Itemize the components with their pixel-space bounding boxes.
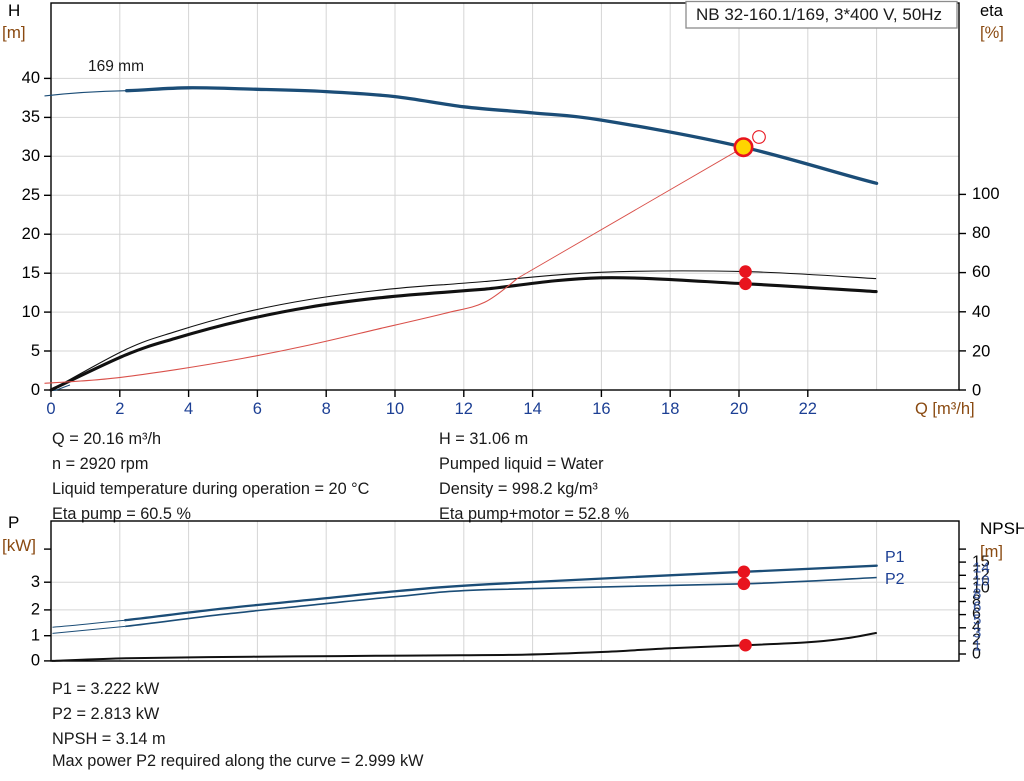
svg-text:40: 40 xyxy=(972,303,990,321)
svg-text:P: P xyxy=(8,513,19,532)
svg-text:[m]: [m] xyxy=(2,23,26,42)
svg-text:Max power P2 required along th: Max power P2 required along the curve = … xyxy=(52,752,424,770)
svg-text:Q = 20.16 m³/h: Q = 20.16 m³/h xyxy=(52,430,161,448)
svg-text:H = 31.06 m: H = 31.06 m xyxy=(439,430,528,448)
svg-text:NB 32-160.1/169, 3*400 V, 50Hz: NB 32-160.1/169, 3*400 V, 50Hz xyxy=(696,5,942,24)
svg-text:[kW]: [kW] xyxy=(2,536,36,555)
svg-text:14: 14 xyxy=(523,400,541,418)
svg-text:[%]: [%] xyxy=(980,24,1004,42)
svg-text:Liquid temperature during oper: Liquid temperature during operation = 20… xyxy=(52,480,370,498)
svg-text:20: 20 xyxy=(972,342,990,360)
svg-text:2: 2 xyxy=(31,601,40,619)
svg-text:40: 40 xyxy=(22,69,40,87)
svg-text:0: 0 xyxy=(46,400,55,418)
svg-text:35: 35 xyxy=(22,108,40,126)
svg-text:P2 = 2.813 kW: P2 = 2.813 kW xyxy=(52,705,160,723)
svg-text:NPSH: NPSH xyxy=(980,519,1024,538)
svg-text:Eta pump = 60.5 %: Eta pump = 60.5 % xyxy=(52,505,191,523)
svg-text:6: 6 xyxy=(253,400,262,418)
svg-text:8: 8 xyxy=(322,400,331,418)
svg-text:10: 10 xyxy=(386,400,404,418)
svg-text:P2: P2 xyxy=(885,571,905,588)
svg-text:16: 16 xyxy=(592,400,610,418)
svg-text:NPSH = 3.14 m: NPSH = 3.14 m xyxy=(52,730,166,748)
svg-text:30: 30 xyxy=(22,147,40,165)
svg-text:5: 5 xyxy=(31,342,40,360)
svg-text:20: 20 xyxy=(730,400,748,418)
svg-text:H: H xyxy=(8,1,20,20)
svg-text:25: 25 xyxy=(22,186,40,204)
svg-text:18: 18 xyxy=(661,400,679,418)
svg-text:2: 2 xyxy=(115,400,124,418)
svg-text:eta: eta xyxy=(980,2,1004,20)
svg-text:1: 1 xyxy=(973,638,981,655)
svg-text:3: 3 xyxy=(31,573,40,591)
svg-text:Pumped liquid = Water: Pumped liquid = Water xyxy=(439,455,604,473)
svg-text:P1 = 3.222 kW: P1 = 3.222 kW xyxy=(52,680,160,698)
svg-text:80: 80 xyxy=(972,224,990,242)
svg-text:Q [m³/h]: Q [m³/h] xyxy=(915,400,975,418)
svg-text:0: 0 xyxy=(972,382,981,400)
svg-text:[m]: [m] xyxy=(980,543,1003,561)
svg-text:0: 0 xyxy=(31,652,40,670)
svg-text:10: 10 xyxy=(22,303,40,321)
svg-text:60: 60 xyxy=(972,263,990,281)
svg-text:Eta pump+motor = 52.8 %: Eta pump+motor = 52.8 % xyxy=(439,505,629,523)
svg-text:1: 1 xyxy=(31,626,40,644)
svg-text:0: 0 xyxy=(31,381,40,399)
svg-text:20: 20 xyxy=(22,225,40,243)
svg-text:22: 22 xyxy=(799,400,817,418)
svg-text:4: 4 xyxy=(184,400,193,418)
svg-text:Density = 998.2 kg/m³: Density = 998.2 kg/m³ xyxy=(439,480,598,498)
svg-text:n = 2920 rpm: n = 2920 rpm xyxy=(52,455,148,473)
svg-text:15: 15 xyxy=(22,264,40,282)
svg-text:169 mm: 169 mm xyxy=(88,58,144,75)
svg-text:12: 12 xyxy=(455,400,473,418)
svg-text:100: 100 xyxy=(972,185,1000,203)
svg-text:P1: P1 xyxy=(885,549,905,566)
